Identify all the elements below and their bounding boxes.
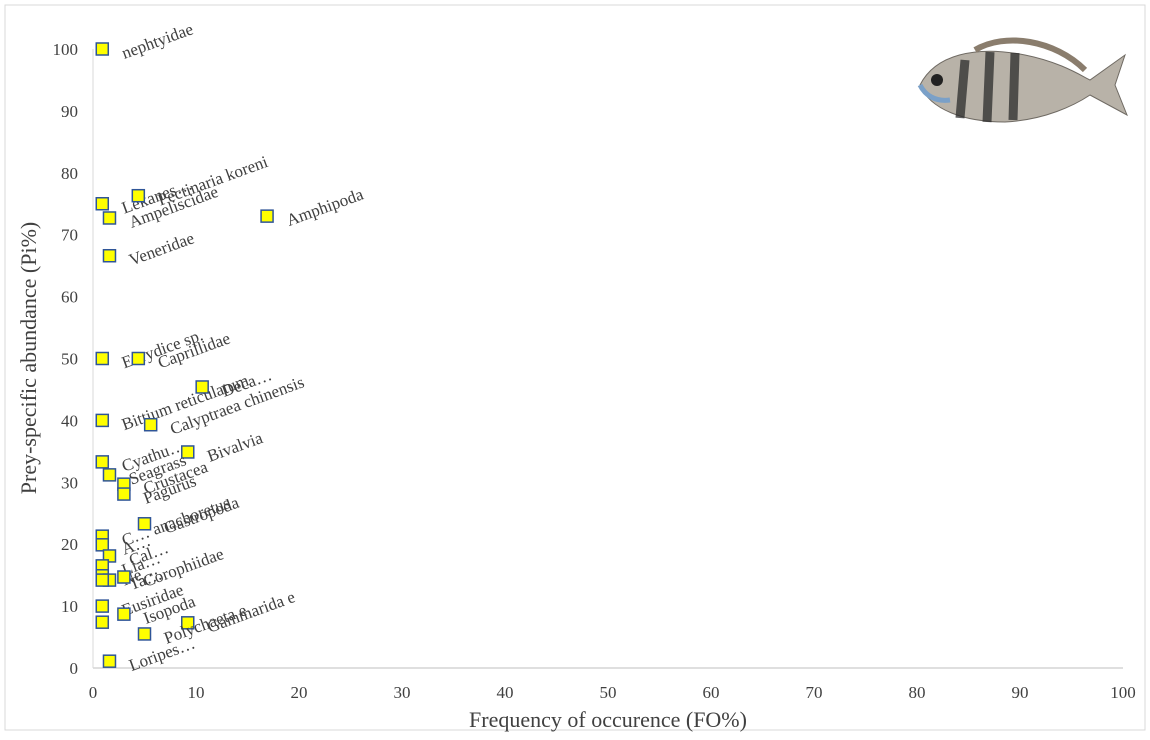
y-tick-label: 60	[61, 288, 78, 307]
y-tick-label: 40	[61, 411, 78, 430]
data-point	[96, 414, 108, 426]
x-tick-label: 50	[600, 683, 617, 702]
y-tick-label: 50	[61, 350, 78, 369]
x-tick-label: 100	[1110, 683, 1136, 702]
data-point	[103, 655, 115, 667]
y-tick-label: 30	[61, 473, 78, 492]
y-tick-label: 0	[70, 659, 79, 678]
y-tick-label: 70	[61, 226, 78, 245]
x-axis-title: Frequency of occurence (FO%)	[469, 707, 747, 732]
x-tick-label: 90	[1012, 683, 1029, 702]
x-tick-label: 40	[497, 683, 514, 702]
data-point	[96, 600, 108, 612]
y-tick-label: 80	[61, 164, 78, 183]
x-tick-label: 20	[291, 683, 308, 702]
data-point	[96, 353, 108, 365]
y-tick-label: 20	[61, 535, 78, 554]
data-point	[96, 456, 108, 468]
data-point	[118, 608, 130, 620]
y-tick-label: 10	[61, 597, 78, 616]
x-tick-label: 70	[806, 683, 823, 702]
data-point	[96, 43, 108, 55]
y-tick-label: 90	[61, 102, 78, 121]
x-tick-label: 0	[89, 683, 98, 702]
data-point	[139, 518, 151, 530]
data-point	[145, 419, 157, 431]
chart: Frequency of occurence (FO%) Prey-specif…	[0, 0, 1150, 735]
data-point	[103, 469, 115, 481]
y-axis-title: Prey-specific abundance (Pi%)	[16, 222, 41, 494]
data-point	[132, 190, 144, 202]
y-tick-label: 100	[53, 40, 79, 59]
data-point	[96, 574, 108, 586]
data-point	[132, 353, 144, 365]
x-tick-label: 60	[703, 683, 720, 702]
data-point	[118, 488, 130, 500]
data-point	[118, 571, 130, 583]
data-point	[96, 539, 108, 551]
x-tick-label: 30	[394, 683, 411, 702]
x-tick-label: 80	[909, 683, 926, 702]
data-point	[96, 198, 108, 210]
data-point	[139, 628, 151, 640]
data-point	[261, 210, 273, 222]
data-point	[103, 250, 115, 262]
data-point	[96, 616, 108, 628]
x-tick-label: 10	[188, 683, 205, 702]
data-point	[103, 212, 115, 224]
